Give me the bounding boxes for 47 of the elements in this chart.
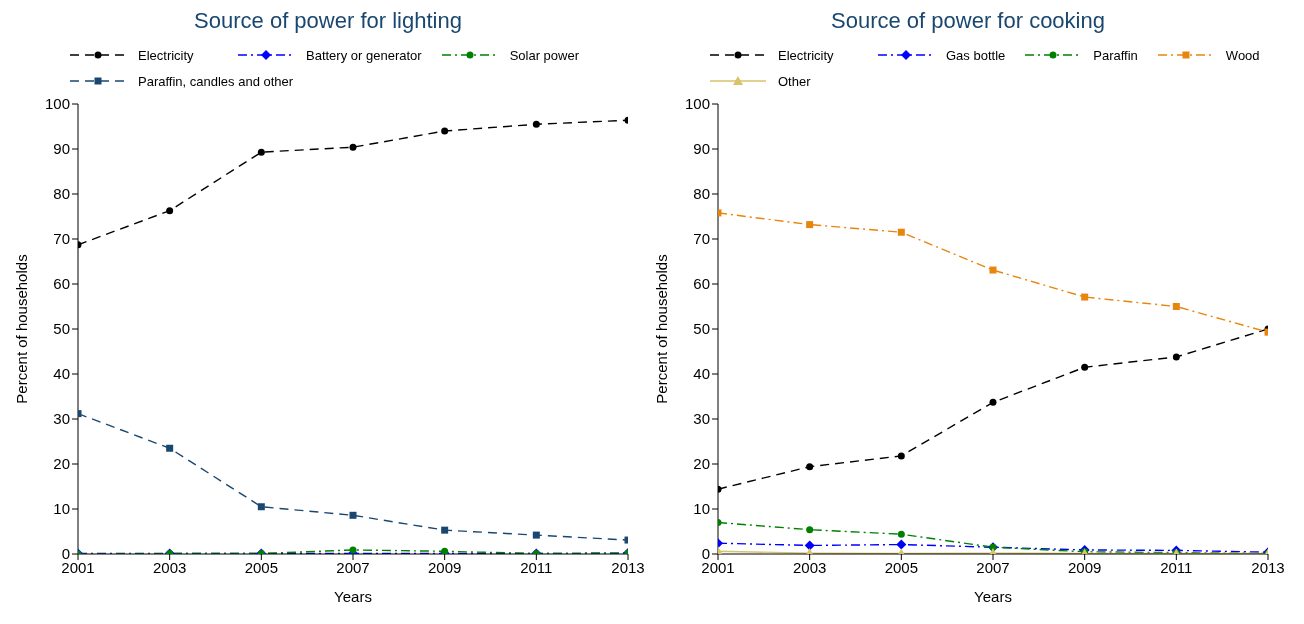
x-tick-label: 2007: [976, 558, 1010, 576]
x-tick-label: 2005: [244, 558, 279, 576]
x-axis-title: Years: [974, 588, 1012, 605]
legend-label: Gas bottle: [946, 47, 1006, 63]
x-tick-label: 2011: [1160, 558, 1193, 576]
y-tick-label: 40: [53, 365, 70, 383]
y-tick-label: 30: [693, 410, 710, 428]
legend-label: Paraffin, candles and other: [138, 73, 294, 89]
legend-label: Wood: [1225, 47, 1260, 63]
y-tick-label: 100: [684, 95, 710, 113]
y-tick-label: 40: [693, 365, 710, 383]
y-tick-label: 70: [53, 230, 70, 248]
x-axis-title: Years: [334, 588, 372, 605]
y-tick-label: 70: [693, 230, 710, 248]
x-tick-label: 2009: [427, 558, 462, 576]
x-tick-label: 2013: [1251, 558, 1285, 576]
y-axis-title: Percent of households: [653, 254, 671, 404]
x-tick-label: 2011: [520, 558, 553, 576]
y-tick-label: 90: [693, 140, 710, 158]
y-tick-label: 30: [53, 410, 70, 428]
legend-label: Electricity: [778, 47, 834, 63]
legend-label: Battery or generator: [306, 47, 422, 63]
legend-label: Paraffin: [1093, 47, 1138, 63]
y-tick-label: 50: [53, 320, 70, 338]
x-tick-label: 2005: [884, 558, 919, 576]
y-tick-label: 100: [44, 95, 70, 113]
y-tick-label: 80: [53, 185, 70, 203]
y-tick-label: 10: [53, 500, 70, 518]
y-tick-label: 90: [53, 140, 70, 158]
x-tick-label: 2003: [152, 558, 187, 576]
legend-label: Other: [778, 73, 811, 89]
y-axis-title: Percent of households: [13, 254, 31, 404]
y-tick-label: 80: [693, 185, 710, 203]
chart-title: Source of power for lighting: [193, 8, 463, 35]
legend-label: Electricity: [138, 47, 194, 63]
y-tick-label: 60: [53, 275, 70, 293]
legend-label: Solar power: [509, 47, 579, 63]
y-tick-label: 50: [693, 320, 710, 338]
chart-title: Source of power for cooking: [830, 8, 1106, 35]
y-tick-label: 60: [693, 275, 710, 293]
x-tick-label: 2009: [1067, 558, 1102, 576]
y-tick-label: 20: [53, 455, 70, 473]
x-tick-label: 2007: [336, 558, 370, 576]
y-tick-label: 10: [693, 500, 710, 518]
x-tick-label: 2013: [611, 558, 645, 576]
y-tick-label: 20: [693, 455, 710, 473]
x-tick-label: 2003: [792, 558, 827, 576]
